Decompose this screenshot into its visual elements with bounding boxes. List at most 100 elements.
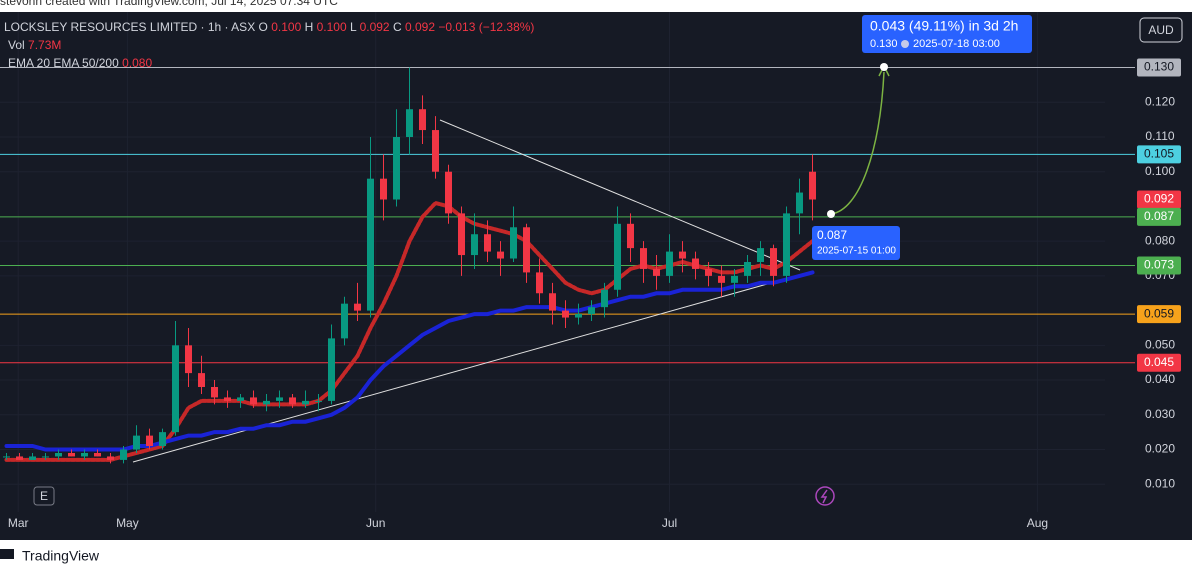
candle-body	[510, 227, 517, 259]
price-tag-label: 0.092	[1144, 192, 1174, 206]
candle-body	[237, 397, 244, 401]
candle-body	[783, 213, 790, 276]
candle-body	[42, 456, 49, 458]
price-tag-label: 0.059	[1144, 306, 1174, 320]
candle-body	[653, 268, 660, 276]
ohlc-key: O	[258, 20, 268, 34]
price-tag	[1137, 145, 1181, 164]
price-tag-label: 0.087	[1144, 209, 1174, 223]
x-tick-label: Aug	[1027, 516, 1048, 530]
candle-body	[289, 397, 296, 405]
y-tick-label: 0.110	[1145, 129, 1174, 143]
candle-body	[406, 109, 413, 137]
candle-body	[341, 303, 348, 339]
ohlc-value: 0.100	[271, 20, 302, 34]
y-tick-label: 0.030	[1145, 407, 1175, 421]
price-tag	[1137, 58, 1181, 77]
point-box	[812, 226, 900, 260]
candle-body	[705, 268, 712, 276]
candle-body	[120, 449, 127, 460]
candle-body	[640, 248, 647, 269]
price-tag-label: 0.045	[1144, 355, 1174, 369]
price-tag	[1137, 353, 1181, 372]
x-tick-label: Jun	[366, 516, 385, 530]
price-tag-label: 0.130	[1144, 60, 1174, 74]
legend-row: LOCKSLEY RESOURCES LIMITED · 1h · ASX O …	[4, 20, 534, 34]
candle-body	[354, 303, 361, 311]
candle-body	[159, 432, 166, 447]
projection-date: 2025-07-18 03:00	[913, 38, 1000, 50]
candle-body	[276, 397, 283, 401]
candle-body	[731, 275, 738, 283]
volume-row: Vol 7.73M	[8, 38, 61, 52]
candle-body	[250, 397, 257, 405]
ema-line	[4, 200, 815, 462]
price-axis: 0.0100.0200.0300.0400.0500.0700.0800.100…	[1137, 58, 1181, 490]
candle-body	[562, 310, 569, 318]
projection-text: 0.043 (49.11%) in 3d 2h	[870, 18, 1018, 34]
ohlc-value: 0.092	[404, 20, 435, 34]
currency-label: AUD	[1148, 23, 1174, 37]
candle-body	[133, 435, 140, 450]
candle-body	[302, 400, 309, 405]
alert-icon[interactable]	[815, 486, 835, 506]
volume-label: Vol	[8, 38, 25, 52]
change: −0.013 (−12.38%)	[438, 20, 535, 34]
price-tag	[1137, 207, 1181, 226]
candle-body	[107, 456, 114, 460]
time-axis: Mar May Jun Jul Aug	[8, 516, 1048, 530]
candle-body	[393, 137, 400, 200]
candle-body	[757, 248, 764, 262]
ohlc-value: 0.100	[316, 20, 347, 34]
x-tick-label: Mar	[8, 516, 29, 530]
candle-body	[81, 452, 88, 457]
y-tick-label: 0.050	[1145, 338, 1175, 352]
candle-body	[471, 234, 478, 256]
candle-body	[432, 130, 439, 172]
legend-entry: EMA 20	[8, 56, 51, 70]
candle-body	[549, 293, 556, 311]
candle-body	[718, 275, 725, 283]
projection-end	[880, 63, 888, 71]
candle-body	[744, 262, 751, 276]
candle-body	[367, 178, 374, 311]
currency-button[interactable]	[1139, 17, 1183, 43]
candle-body	[94, 452, 101, 457]
ema-row: EMA 20 EMA 50/200 0.080	[8, 56, 152, 70]
candle-body	[211, 387, 218, 398]
projection-arrow	[830, 71, 885, 215]
point-date: 2025-07-15 01:00	[817, 246, 896, 257]
instrument: LOCKSLEY RESOURCES LIMITED · 1h · ASX	[4, 20, 256, 34]
ohlc-key: H	[304, 20, 314, 34]
candle-body	[315, 400, 322, 402]
price-tag	[1137, 190, 1181, 209]
y-tick-label: 0.010	[1145, 476, 1175, 490]
candle-body	[380, 178, 387, 200]
price-tag-label: 0.073	[1144, 258, 1174, 272]
candle-body	[16, 456, 23, 460]
y-tick-label: 0.080	[1145, 233, 1175, 247]
volume-value: 7.73M	[28, 38, 62, 52]
candle-body	[224, 397, 231, 401]
candle-body	[3, 456, 10, 458]
candle-body	[146, 435, 153, 447]
candle-body	[458, 213, 465, 256]
clock-icon	[901, 40, 909, 48]
legend-value: 0.080	[122, 56, 153, 70]
price-tag	[1137, 305, 1181, 324]
candle-body	[185, 345, 192, 374]
e-button[interactable]	[33, 486, 55, 506]
plot	[3, 67, 816, 464]
trend-line	[439, 119, 801, 271]
credit: stevonn created with TradingView.com, Ju…	[0, 0, 338, 8]
candle-body	[692, 258, 699, 269]
candle-body	[497, 251, 504, 259]
ohlc-value: 0.092	[359, 20, 390, 34]
y-tick-label: 0.040	[1145, 372, 1175, 386]
projection-start	[827, 210, 835, 218]
ohlc: O 0.100 H 0.100 L 0.092 C 0.092	[259, 20, 439, 34]
point-price: 0.087	[817, 228, 847, 242]
candle-body	[666, 251, 673, 276]
